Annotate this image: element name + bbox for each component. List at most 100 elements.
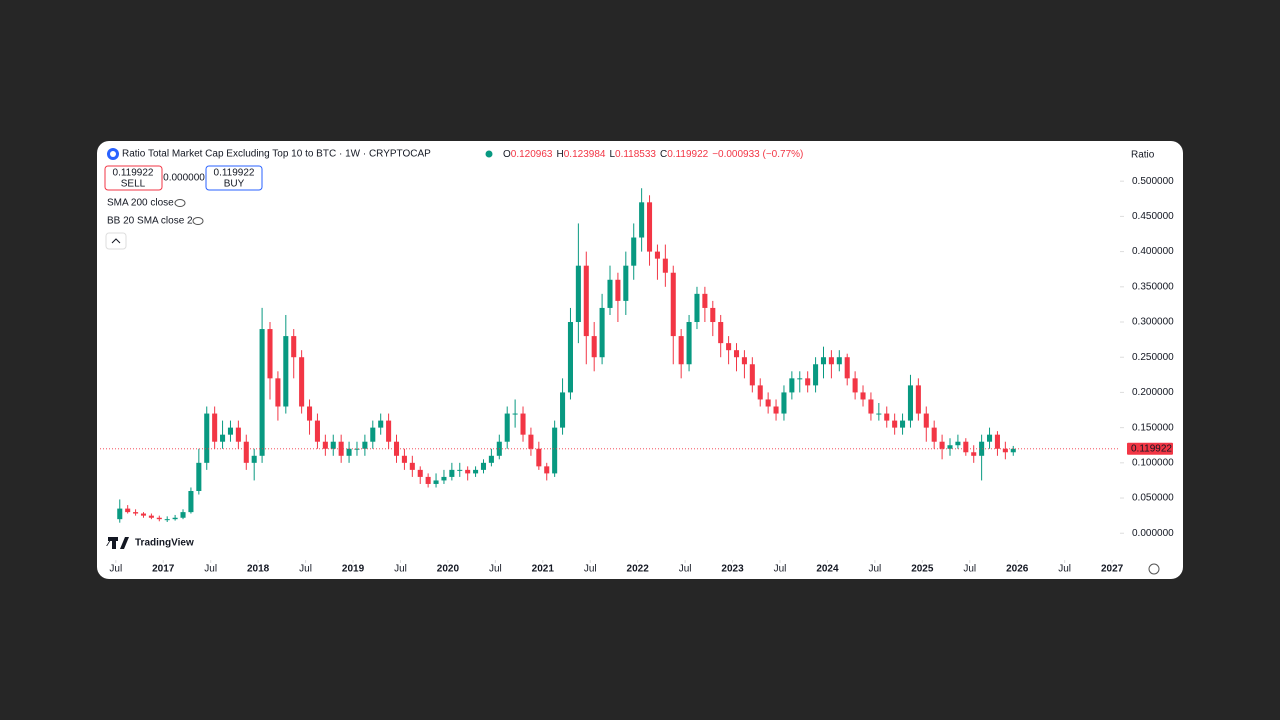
ohlc-key: C xyxy=(660,149,667,160)
buy-button[interactable] xyxy=(205,165,263,191)
candle-body xyxy=(654,251,660,259)
y-tick-label: 0.450000 xyxy=(1132,211,1174,222)
candle-body xyxy=(172,517,178,520)
x-tick-label: 2018 xyxy=(247,564,270,575)
x-tick-label: Jul xyxy=(299,564,312,575)
candle-body xyxy=(789,378,795,393)
candle-body xyxy=(354,448,360,450)
candle-body xyxy=(196,462,202,491)
candle-body xyxy=(567,322,573,393)
candle-body xyxy=(844,357,850,379)
candle-body xyxy=(473,469,479,474)
candle-body xyxy=(718,322,724,344)
candle-body xyxy=(330,441,336,449)
x-tick-label: 2026 xyxy=(1006,564,1029,575)
candle-body xyxy=(662,258,668,273)
candle-body xyxy=(520,413,526,435)
visibility-icon[interactable] xyxy=(192,217,204,225)
candle-body xyxy=(797,378,803,380)
candle-body xyxy=(647,202,653,252)
y-axis-title: Ratio xyxy=(1131,150,1155,161)
candle-body xyxy=(307,406,313,421)
candle-body xyxy=(923,413,929,428)
candle-body xyxy=(156,517,162,520)
y-tick-label: 0.050000 xyxy=(1132,493,1174,504)
collapse-button[interactable] xyxy=(105,232,127,250)
y-tick-label: 0.100000 xyxy=(1132,457,1174,468)
x-tick-label: Jul xyxy=(489,564,502,575)
candle-body xyxy=(512,413,518,415)
candle-body xyxy=(591,336,597,358)
candle-body xyxy=(947,445,953,449)
chart-title: Ratio Total Market Cap Excluding Top 10 … xyxy=(122,149,431,160)
candle-body xyxy=(963,441,969,453)
candle-body xyxy=(607,279,613,308)
candle-body xyxy=(971,452,977,456)
indicator-label: BB 20 SMA close 2 xyxy=(107,216,193,227)
candle-body xyxy=(235,427,241,442)
candle-body xyxy=(828,357,834,365)
candle-body xyxy=(552,427,558,474)
candle-body xyxy=(457,469,463,471)
candle-body xyxy=(378,420,384,428)
candle-body xyxy=(227,427,233,435)
x-tick-label: Jul xyxy=(204,564,217,575)
candle-body xyxy=(449,469,455,477)
candle-body xyxy=(148,515,154,518)
last-price-box xyxy=(1127,442,1173,455)
candle-body xyxy=(251,455,257,463)
symbol-logo-inner xyxy=(110,151,116,157)
x-tick-label: 2025 xyxy=(911,564,934,575)
candle-body xyxy=(623,265,629,301)
candle-body xyxy=(884,413,890,421)
settings-icon[interactable] xyxy=(1148,563,1160,575)
candle-body xyxy=(813,364,819,386)
candle-body xyxy=(710,307,716,323)
candle-body xyxy=(686,322,692,365)
candle-body xyxy=(876,413,882,415)
candle-body xyxy=(267,329,273,379)
ohlc-legend: O0.120963 H0.123984 L0.118533 C0.119922 −0.0… xyxy=(503,149,803,160)
candle-body xyxy=(401,455,407,463)
candle-body xyxy=(860,392,866,400)
candle-body xyxy=(346,448,352,456)
ohlc-key: L xyxy=(609,149,615,160)
candle-body xyxy=(220,434,226,442)
candle-body xyxy=(979,441,985,456)
x-tick-label: Jul xyxy=(868,564,881,575)
candle-body xyxy=(164,519,170,521)
sell-price: 0.119922 xyxy=(113,168,154,179)
candle-body xyxy=(441,476,447,481)
watermark: TradingView xyxy=(135,538,194,549)
candle-body xyxy=(425,476,431,484)
plot-area: 0.000000 0.050000 0.100000 0.150000 0.200000… xyxy=(100,176,1174,575)
sell-button[interactable] xyxy=(104,165,163,191)
candle-body xyxy=(480,462,487,470)
candle-body xyxy=(544,466,550,474)
candle-body xyxy=(915,385,921,414)
x-tick-label: 2027 xyxy=(1101,564,1124,575)
candle-body xyxy=(907,385,913,421)
candle-body xyxy=(504,413,510,442)
candle-body xyxy=(868,399,874,414)
y-tick-label: 0.500000 xyxy=(1132,176,1174,187)
buy-price: 0.119922 xyxy=(214,168,255,179)
candle-body xyxy=(781,392,787,414)
candle-body xyxy=(140,513,147,516)
visibility-icon[interactable] xyxy=(174,199,186,207)
ohlc-key: H xyxy=(557,149,564,160)
ohlc-value: 0.123984 xyxy=(564,149,606,160)
y-tick-label: 0.350000 xyxy=(1132,281,1174,292)
ohlc-text: O0.120963 H0.123984 L0.118533 C0.119922 −0.0… xyxy=(503,149,803,160)
candle-body xyxy=(409,462,415,470)
x-tick-label: 2020 xyxy=(437,564,460,575)
indicator-label: SMA 200 close xyxy=(107,198,174,209)
candle-body xyxy=(773,406,779,414)
candle-body xyxy=(702,293,708,308)
candle-body xyxy=(275,378,281,407)
x-tick-label: Jul xyxy=(1058,564,1071,575)
candle-body xyxy=(900,420,906,428)
candle-body xyxy=(599,307,605,358)
candle-body xyxy=(417,469,423,477)
